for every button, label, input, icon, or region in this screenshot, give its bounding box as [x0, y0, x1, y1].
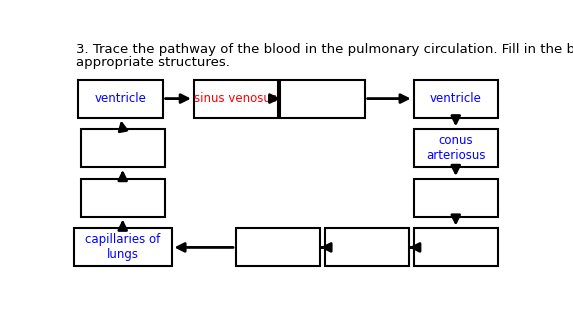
Bar — [80, 179, 165, 217]
Text: conus
arteriosus: conus arteriosus — [426, 134, 485, 162]
Text: ventricle: ventricle — [430, 92, 482, 105]
Text: capillaries of
lungs: capillaries of lungs — [85, 233, 160, 262]
Bar — [80, 129, 165, 167]
Bar — [194, 80, 278, 117]
Text: sinus venosus: sinus venosus — [194, 92, 277, 105]
Bar — [414, 80, 498, 117]
Text: appropriate structures.: appropriate structures. — [76, 56, 230, 69]
Bar — [325, 228, 409, 266]
Bar — [414, 179, 498, 217]
Bar — [414, 228, 498, 266]
Bar — [236, 228, 320, 266]
Text: ventricle: ventricle — [95, 92, 147, 105]
Bar — [74, 228, 171, 266]
Bar — [280, 80, 364, 117]
Bar — [79, 80, 163, 117]
Text: 3. Trace the pathway of the blood in the pulmonary circulation. Fill in the box : 3. Trace the pathway of the blood in the… — [76, 43, 573, 56]
Bar — [414, 129, 498, 167]
